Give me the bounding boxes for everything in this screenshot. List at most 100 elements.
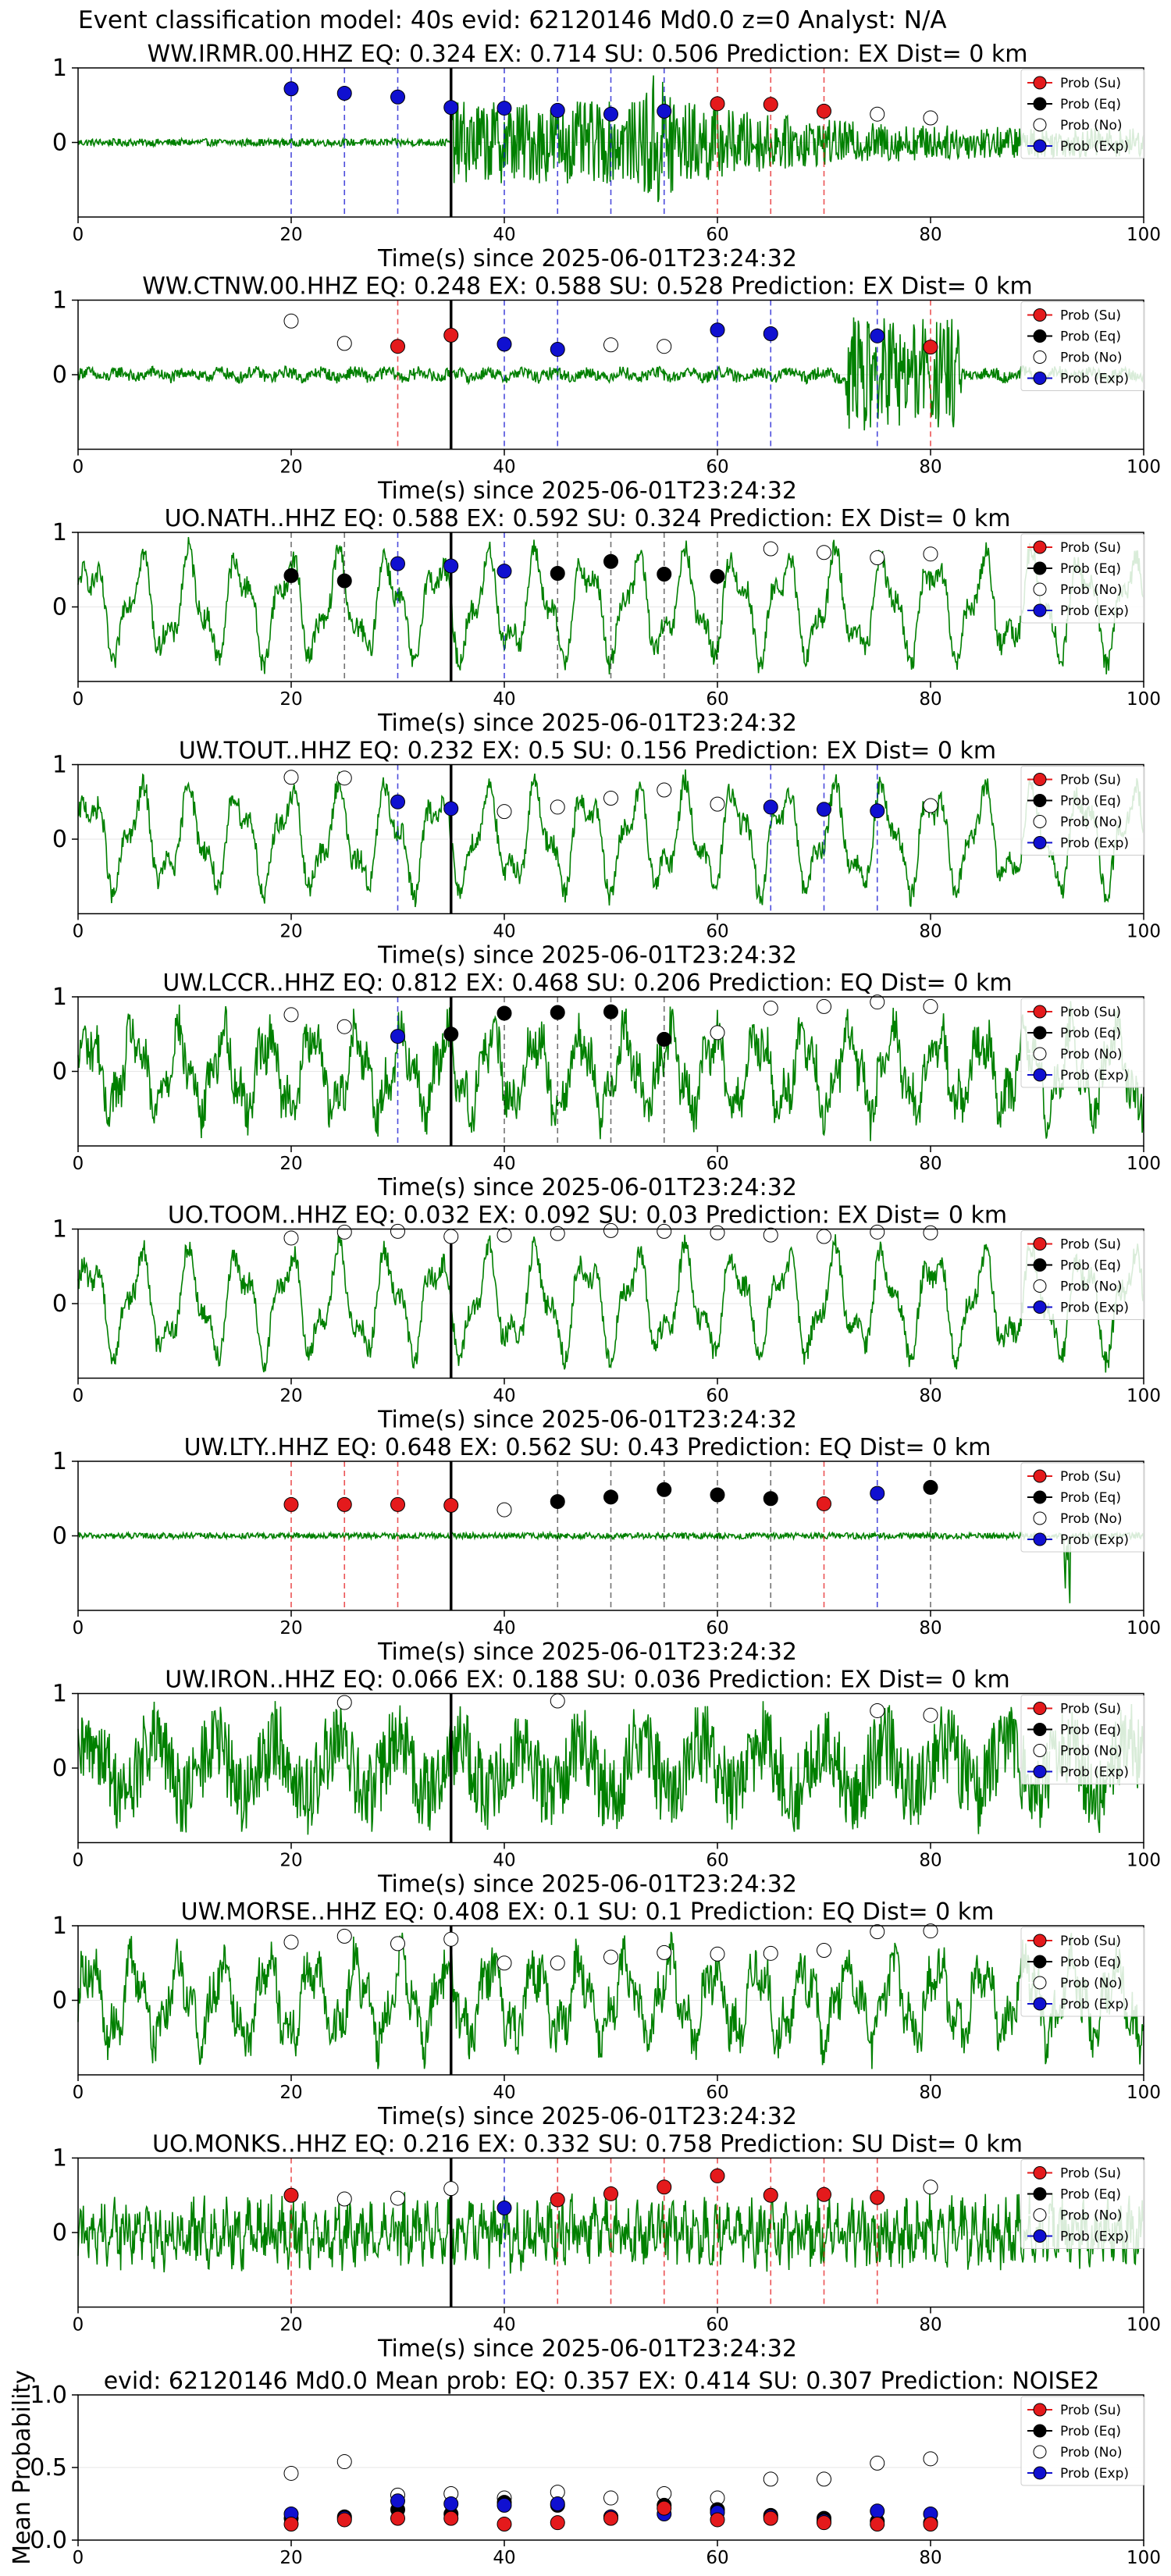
legend-marker-no (1033, 2445, 1047, 2459)
prob-marker-no (497, 1227, 512, 1243)
legend-label-no: Prob (No) (1060, 2445, 1123, 2460)
x-axis-label: Time(s) since 2025-06-01T23:24:32 (377, 1871, 797, 1898)
legend-box (1020, 1695, 1145, 1784)
x-axis-label: Time(s) since 2025-06-01T23:24:32 (377, 1638, 797, 1666)
x-tick-label: 40 (493, 1618, 515, 1638)
seismic-trace (77, 1931, 1144, 2069)
prob-marker-exp (550, 342, 565, 358)
legend-label-no: Prob (No) (1060, 1279, 1123, 1295)
legend-marker-no (1033, 1744, 1047, 1757)
panel-title: UO.TOOM..HHZ EQ: 0.032 EX: 0.092 SU: 0.0… (168, 1202, 1007, 1229)
legend-box (1020, 766, 1145, 856)
x-tick-label: 20 (279, 1618, 302, 1638)
prob-marker-eq (550, 1494, 565, 1510)
mean-marker-su (710, 2512, 725, 2528)
x-axis-label: Time(s) since 2025-06-01T23:24:32 (377, 942, 797, 970)
legend-label-su: Prob (Su) (1060, 2166, 1121, 2182)
prob-marker-no (870, 550, 885, 565)
prob-marker-no (763, 541, 778, 557)
x-tick-label: 0 (73, 457, 84, 478)
legend-marker-exp (1033, 139, 1047, 153)
x-axis-label: Time(s) since 2025-06-01T23:24:32 (377, 1174, 797, 1201)
x-tick-label: 40 (493, 2548, 515, 2568)
prob-marker-no (657, 1944, 672, 1960)
legend-label-no: Prob (No) (1060, 2208, 1123, 2224)
legend-label-eq: Prob (Eq) (1060, 1258, 1121, 1274)
legend-label-no: Prob (No) (1060, 1976, 1123, 1991)
x-tick-label: 20 (279, 1851, 302, 1871)
x-tick-label: 40 (493, 689, 515, 710)
prob-marker-exp (390, 1029, 405, 1044)
x-tick-label: 20 (279, 2315, 302, 2336)
mean-marker-no (336, 2454, 352, 2470)
x-tick-label: 60 (706, 1386, 728, 1407)
x-tick-label: 100 (1127, 2083, 1161, 2103)
x-tick-label: 80 (919, 922, 941, 942)
mean-marker-su (497, 2517, 512, 2532)
y-tick-label: 0 (52, 130, 67, 157)
prob-marker-no (283, 1007, 299, 1023)
waveform-panel-6: UO.TOOM..HHZ EQ: 0.032 EX: 0.092 SU: 0.0… (52, 1202, 1161, 1434)
x-tick-label: 80 (919, 457, 941, 478)
legend-label-exp: Prob (Exp) (1060, 2229, 1129, 2245)
mean-marker-su (550, 2515, 565, 2531)
prob-marker-su (763, 97, 778, 112)
legend-marker-su (1033, 540, 1047, 554)
x-tick-label: 60 (706, 922, 728, 942)
prob-marker-exp (497, 101, 512, 116)
prob-marker-no (763, 1000, 778, 1016)
waveform-panel-4: UW.TOUT..HHZ EQ: 0.232 EX: 0.5 SU: 0.156… (52, 738, 1161, 970)
y-axis-label: Mean Probability (9, 2370, 36, 2565)
y-tick-label: 1 (52, 287, 67, 315)
legend-label-exp: Prob (Exp) (1060, 1997, 1129, 2012)
legend-label-exp: Prob (Exp) (1060, 139, 1129, 155)
legend-label-no: Prob (No) (1060, 1511, 1123, 1527)
x-tick-label: 40 (493, 2083, 515, 2103)
legend-box (1020, 1927, 1145, 2017)
prob-marker-exp (390, 556, 405, 571)
prob-marker-eq (657, 566, 672, 582)
y-tick-label: 1 (52, 55, 67, 82)
mean-marker-su (390, 2510, 405, 2526)
mean-probability-panel: evid: 62120146 Md0.0 Mean prob: EQ: 0.35… (9, 2368, 1161, 2568)
prob-marker-no (603, 1222, 618, 1238)
x-tick-label: 100 (1127, 1618, 1161, 1638)
panel-title: UW.LTY..HHZ EQ: 0.648 EX: 0.562 SU: 0.43… (184, 1434, 991, 1461)
prob-marker-exp (390, 794, 405, 809)
panel-title: UO.MONKS..HHZ EQ: 0.216 EX: 0.332 SU: 0.… (152, 2131, 1023, 2158)
y-tick-label: 0 (52, 1059, 67, 1086)
prob-marker-no (336, 1019, 352, 1034)
prob-marker-su (443, 1497, 459, 1513)
legend-label-exp: Prob (Exp) (1060, 1532, 1129, 1548)
legend-label-eq: Prob (Eq) (1060, 329, 1121, 345)
prob-marker-no (336, 336, 352, 351)
legend-label-eq: Prob (Eq) (1060, 1955, 1121, 1970)
waveform-panel-7: UW.LTY..HHZ EQ: 0.648 EX: 0.562 SU: 0.43… (52, 1434, 1161, 1666)
x-tick-label: 40 (493, 922, 515, 942)
legend-label-su: Prob (Su) (1060, 308, 1121, 324)
legend-label-su: Prob (Su) (1060, 2403, 1121, 2418)
prob-marker-no (817, 545, 831, 560)
legend-marker-su (1033, 1005, 1047, 1019)
prob-marker-no (923, 1707, 938, 1723)
x-tick-label: 80 (919, 1851, 941, 1871)
prob-marker-exp (763, 799, 778, 815)
x-tick-label: 20 (279, 1386, 302, 1407)
legend-marker-su (1033, 2403, 1047, 2417)
prob-marker-no (710, 796, 725, 812)
panel-title: evid: 62120146 Md0.0 Mean prob: EQ: 0.35… (104, 2368, 1100, 2395)
prob-marker-no (283, 313, 299, 329)
waveform-panel-9: UW.MORSE..HHZ EQ: 0.408 EX: 0.1 SU: 0.1 … (52, 1898, 1161, 2130)
legend-marker-su (1033, 773, 1047, 786)
prob-marker-no (497, 1502, 512, 1517)
panel-title: UW.IRON..HHZ EQ: 0.066 EX: 0.188 SU: 0.0… (165, 1667, 1009, 1694)
x-tick-label: 80 (919, 225, 941, 245)
x-tick-label: 20 (279, 225, 302, 245)
legend-label-eq: Prob (Eq) (1060, 561, 1121, 577)
x-tick-label: 40 (493, 225, 515, 245)
legend-marker-eq (1033, 1490, 1047, 1504)
waveform-panel-1: WW.IRMR.00.HHZ EQ: 0.324 EX: 0.714 SU: 0… (52, 41, 1161, 272)
prob-marker-no (657, 1223, 672, 1239)
prob-marker-no (283, 1230, 299, 1246)
legend-marker-eq (1033, 329, 1047, 343)
